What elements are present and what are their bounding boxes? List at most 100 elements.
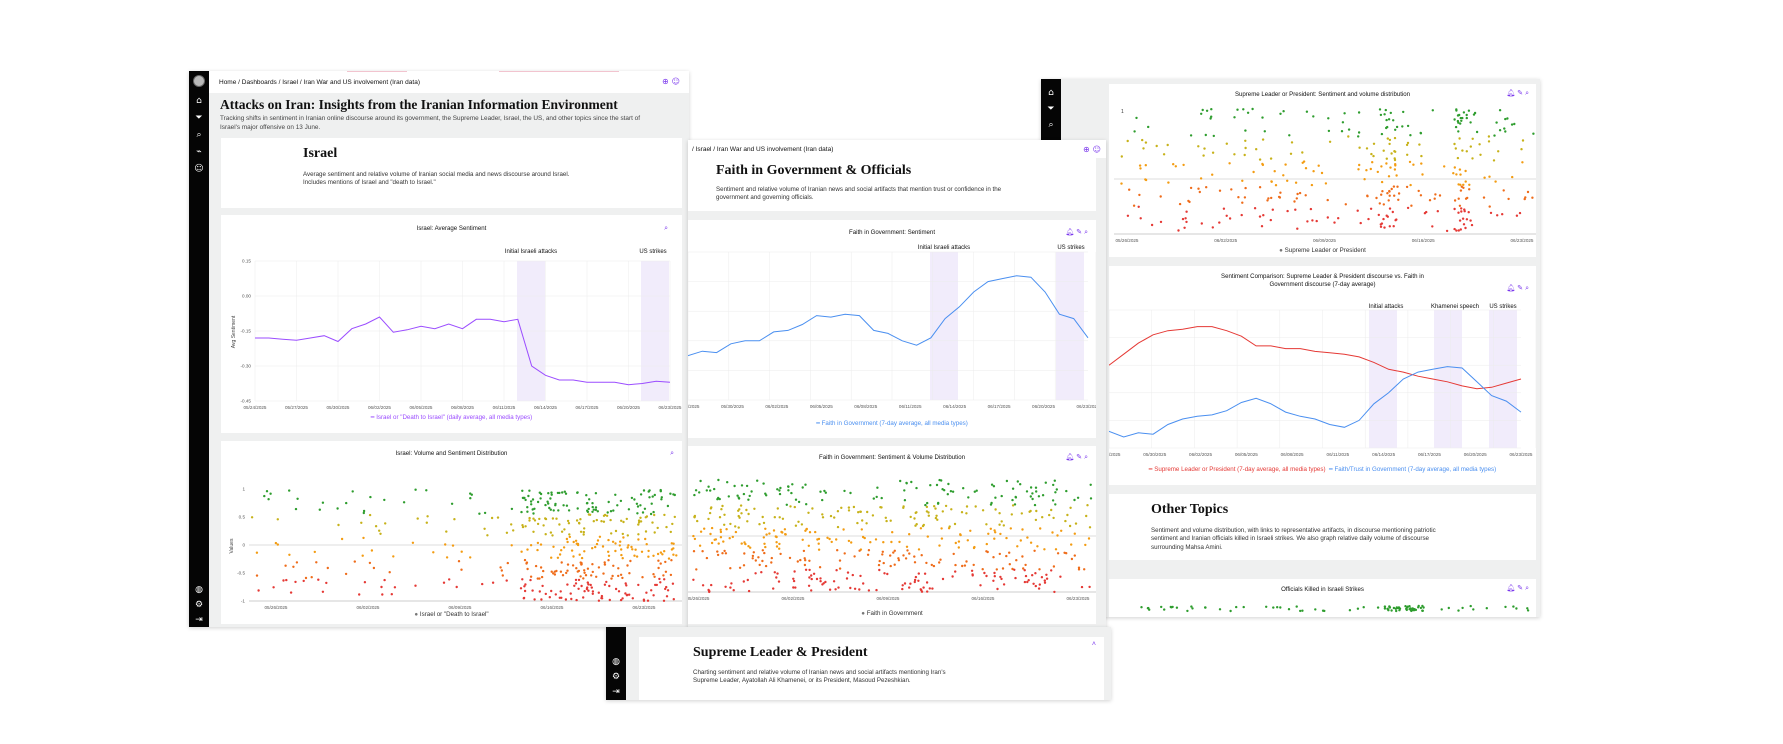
bell-icon[interactable]: 🔔︎	[1506, 584, 1518, 592]
breadcrumb[interactable]: Home / Dashboards / Israel / Iran War an…	[219, 79, 420, 86]
data-point	[736, 494, 739, 497]
data-point	[1033, 503, 1037, 507]
data-point	[567, 509, 571, 512]
breadcrumb[interactable]: / Israel / Iran War and US involvement (…	[692, 146, 834, 153]
data-point	[1498, 129, 1502, 132]
logout-icon[interactable]: ⇥	[195, 615, 203, 625]
data-point	[362, 511, 365, 515]
edit-icon[interactable]: ✎	[1517, 584, 1526, 592]
data-point	[642, 598, 646, 601]
data-point	[867, 589, 871, 592]
data-point	[603, 561, 606, 564]
data-point	[1295, 605, 1298, 608]
y-tick: -1	[241, 599, 246, 604]
data-point	[817, 542, 820, 545]
data-point	[1056, 534, 1059, 537]
globe-icon[interactable]: ◍	[195, 585, 203, 595]
edit-icon[interactable]: ✎	[1076, 228, 1085, 236]
users-icon[interactable]: ☺	[194, 164, 204, 174]
data-point	[802, 549, 806, 553]
data-point	[778, 489, 781, 492]
settings-icon[interactable]: ⚙	[194, 600, 204, 610]
search-icon[interactable]: ⌕	[1084, 453, 1090, 461]
account-icon[interactable]: ☺	[1092, 145, 1104, 154]
data-point	[948, 525, 951, 528]
account-icon[interactable]: ☺	[671, 77, 683, 86]
data-point	[669, 492, 672, 495]
search-icon[interactable]: ⌕	[1525, 284, 1531, 292]
chart-card-israel-distribution: Israel: Volume and Sentiment Distributio…	[221, 441, 682, 624]
data-point	[1412, 607, 1415, 611]
data-point	[591, 505, 594, 509]
data-point	[776, 507, 779, 510]
collapse-icon[interactable]: ˄	[1091, 641, 1096, 648]
app-logo[interactable]	[193, 75, 205, 87]
logout-icon[interactable]: ⇥	[612, 687, 620, 697]
search-icon[interactable]: ⌕	[664, 224, 670, 232]
edit-icon[interactable]: ✎	[1517, 284, 1526, 292]
data-point	[889, 564, 892, 568]
data-point	[765, 533, 768, 536]
data-point	[1465, 113, 1468, 117]
data-point	[1150, 223, 1154, 227]
data-point	[1457, 183, 1460, 186]
search-icon[interactable]: ⌕	[1048, 120, 1054, 130]
data-point	[903, 489, 906, 492]
settings-icon[interactable]: ⚙	[611, 672, 621, 682]
data-point	[778, 542, 781, 546]
home-icon[interactable]: ⌂	[196, 96, 202, 106]
data-point	[891, 531, 894, 534]
chart-icon[interactable]: ⌁	[196, 147, 202, 157]
data-point	[967, 496, 970, 499]
data-point	[1269, 157, 1273, 160]
search-icon[interactable]: ⌕	[1084, 228, 1090, 236]
data-point	[383, 578, 386, 582]
data-point	[1383, 113, 1386, 116]
data-point	[981, 509, 985, 512]
x-tick: 05/30/2025	[1143, 452, 1166, 457]
data-point	[846, 571, 850, 574]
data-point	[1135, 116, 1138, 120]
edit-icon[interactable]: ✎	[1076, 453, 1085, 461]
data-point	[707, 485, 710, 488]
filter-icon[interactable]: ⏷	[195, 113, 203, 123]
data-point	[590, 586, 593, 589]
data-point	[985, 574, 988, 578]
edit-icon[interactable]: ✎	[1517, 89, 1526, 97]
data-point	[729, 522, 732, 526]
bell-icon[interactable]: 🔔︎	[1506, 89, 1518, 97]
data-point	[620, 548, 623, 551]
filter-icon[interactable]: ⏷	[1047, 104, 1055, 114]
data-point	[625, 517, 628, 521]
data-point	[710, 583, 713, 587]
bell-icon[interactable]: 🔔︎	[1065, 228, 1077, 236]
globe-icon[interactable]: ◍	[612, 657, 620, 667]
home-icon[interactable]: ⌂	[1048, 88, 1054, 98]
data-point	[627, 544, 630, 547]
data-point	[1356, 209, 1359, 212]
data-point	[1228, 162, 1231, 165]
data-point	[1204, 133, 1207, 137]
help-icon[interactable]: ⊕	[661, 77, 672, 86]
data-point	[694, 489, 698, 492]
data-point	[1052, 565, 1056, 568]
chart-legend: ━ Israel or "Death to Israel" (daily ave…	[370, 414, 533, 421]
data-point	[532, 517, 535, 520]
data-point	[1344, 203, 1347, 206]
x-tick: 06/11/2025	[493, 405, 516, 410]
search-icon[interactable]: ⌕	[1525, 584, 1531, 592]
data-point	[1372, 154, 1375, 158]
data-point	[425, 489, 428, 492]
search-icon[interactable]: ⌕	[1525, 89, 1531, 97]
data-point	[524, 525, 527, 528]
help-icon[interactable]: ⊕	[1082, 145, 1093, 154]
data-point	[450, 502, 454, 505]
data-point	[263, 494, 266, 498]
search-icon[interactable]: ⌕	[196, 130, 202, 140]
data-point	[866, 553, 870, 556]
bell-icon[interactable]: 🔔︎	[1065, 453, 1077, 461]
search-icon[interactable]: ⌕	[670, 449, 676, 457]
bell-icon[interactable]: 🔔︎	[1506, 284, 1518, 292]
data-point	[1005, 536, 1008, 540]
data-point	[747, 589, 751, 593]
